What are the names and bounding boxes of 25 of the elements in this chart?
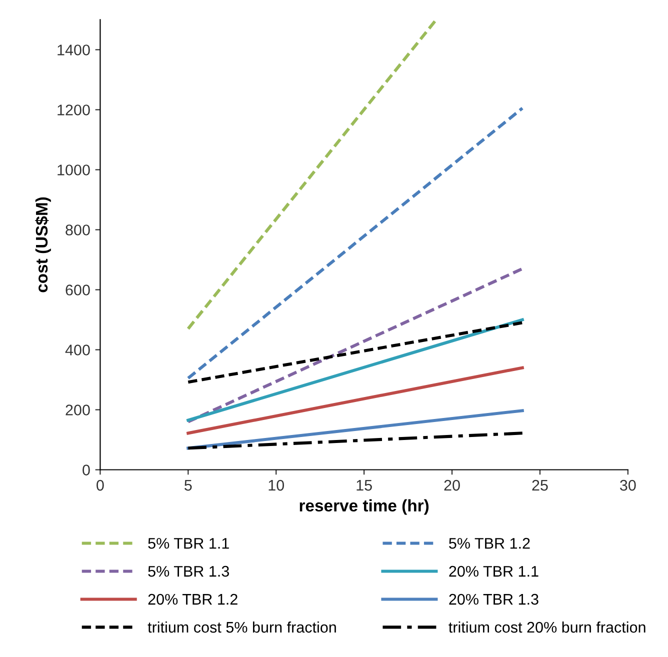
x-tick-label: 5 [184,480,192,491]
y-tick-label: 200 [66,404,90,416]
legend-label: 20% TBR 1.2 [148,594,238,605]
legend-label: 5% TBR 1.3 [148,566,229,577]
x-axis-title: reserve time (hr) [300,499,429,515]
legend-label: 20% TBR 1.3 [449,594,538,605]
y-tick-label: 400 [65,344,90,356]
x-tick-label: 15 [356,480,372,491]
y-tick-label: 1400 [58,44,90,56]
legend-label: 20% TBR 1.1 [449,566,538,577]
y-tick-label: 1200 [58,104,90,116]
x-tick-label: 10 [268,480,284,491]
legend-label: tritium cost 20% burn fraction [448,621,646,633]
legend-label: 5% TBR 1.2 [449,538,530,549]
x-tick-label: 30 [620,480,636,491]
y-tick-label: 1000 [58,164,90,176]
y-tick-label: 0 [82,464,90,476]
x-tick-label: 0 [96,480,104,491]
x-tick-label: 25 [532,480,548,491]
y-tick-label: 600 [66,284,90,296]
y-axis-title: cost (US$M) [35,197,51,292]
y-tick-label: 800 [66,224,90,236]
x-tick-label: 20 [444,480,460,491]
legend-label: 5% TBR 1.1 [148,538,229,549]
legend-label: tritium cost 5% burn fraction [148,621,336,633]
